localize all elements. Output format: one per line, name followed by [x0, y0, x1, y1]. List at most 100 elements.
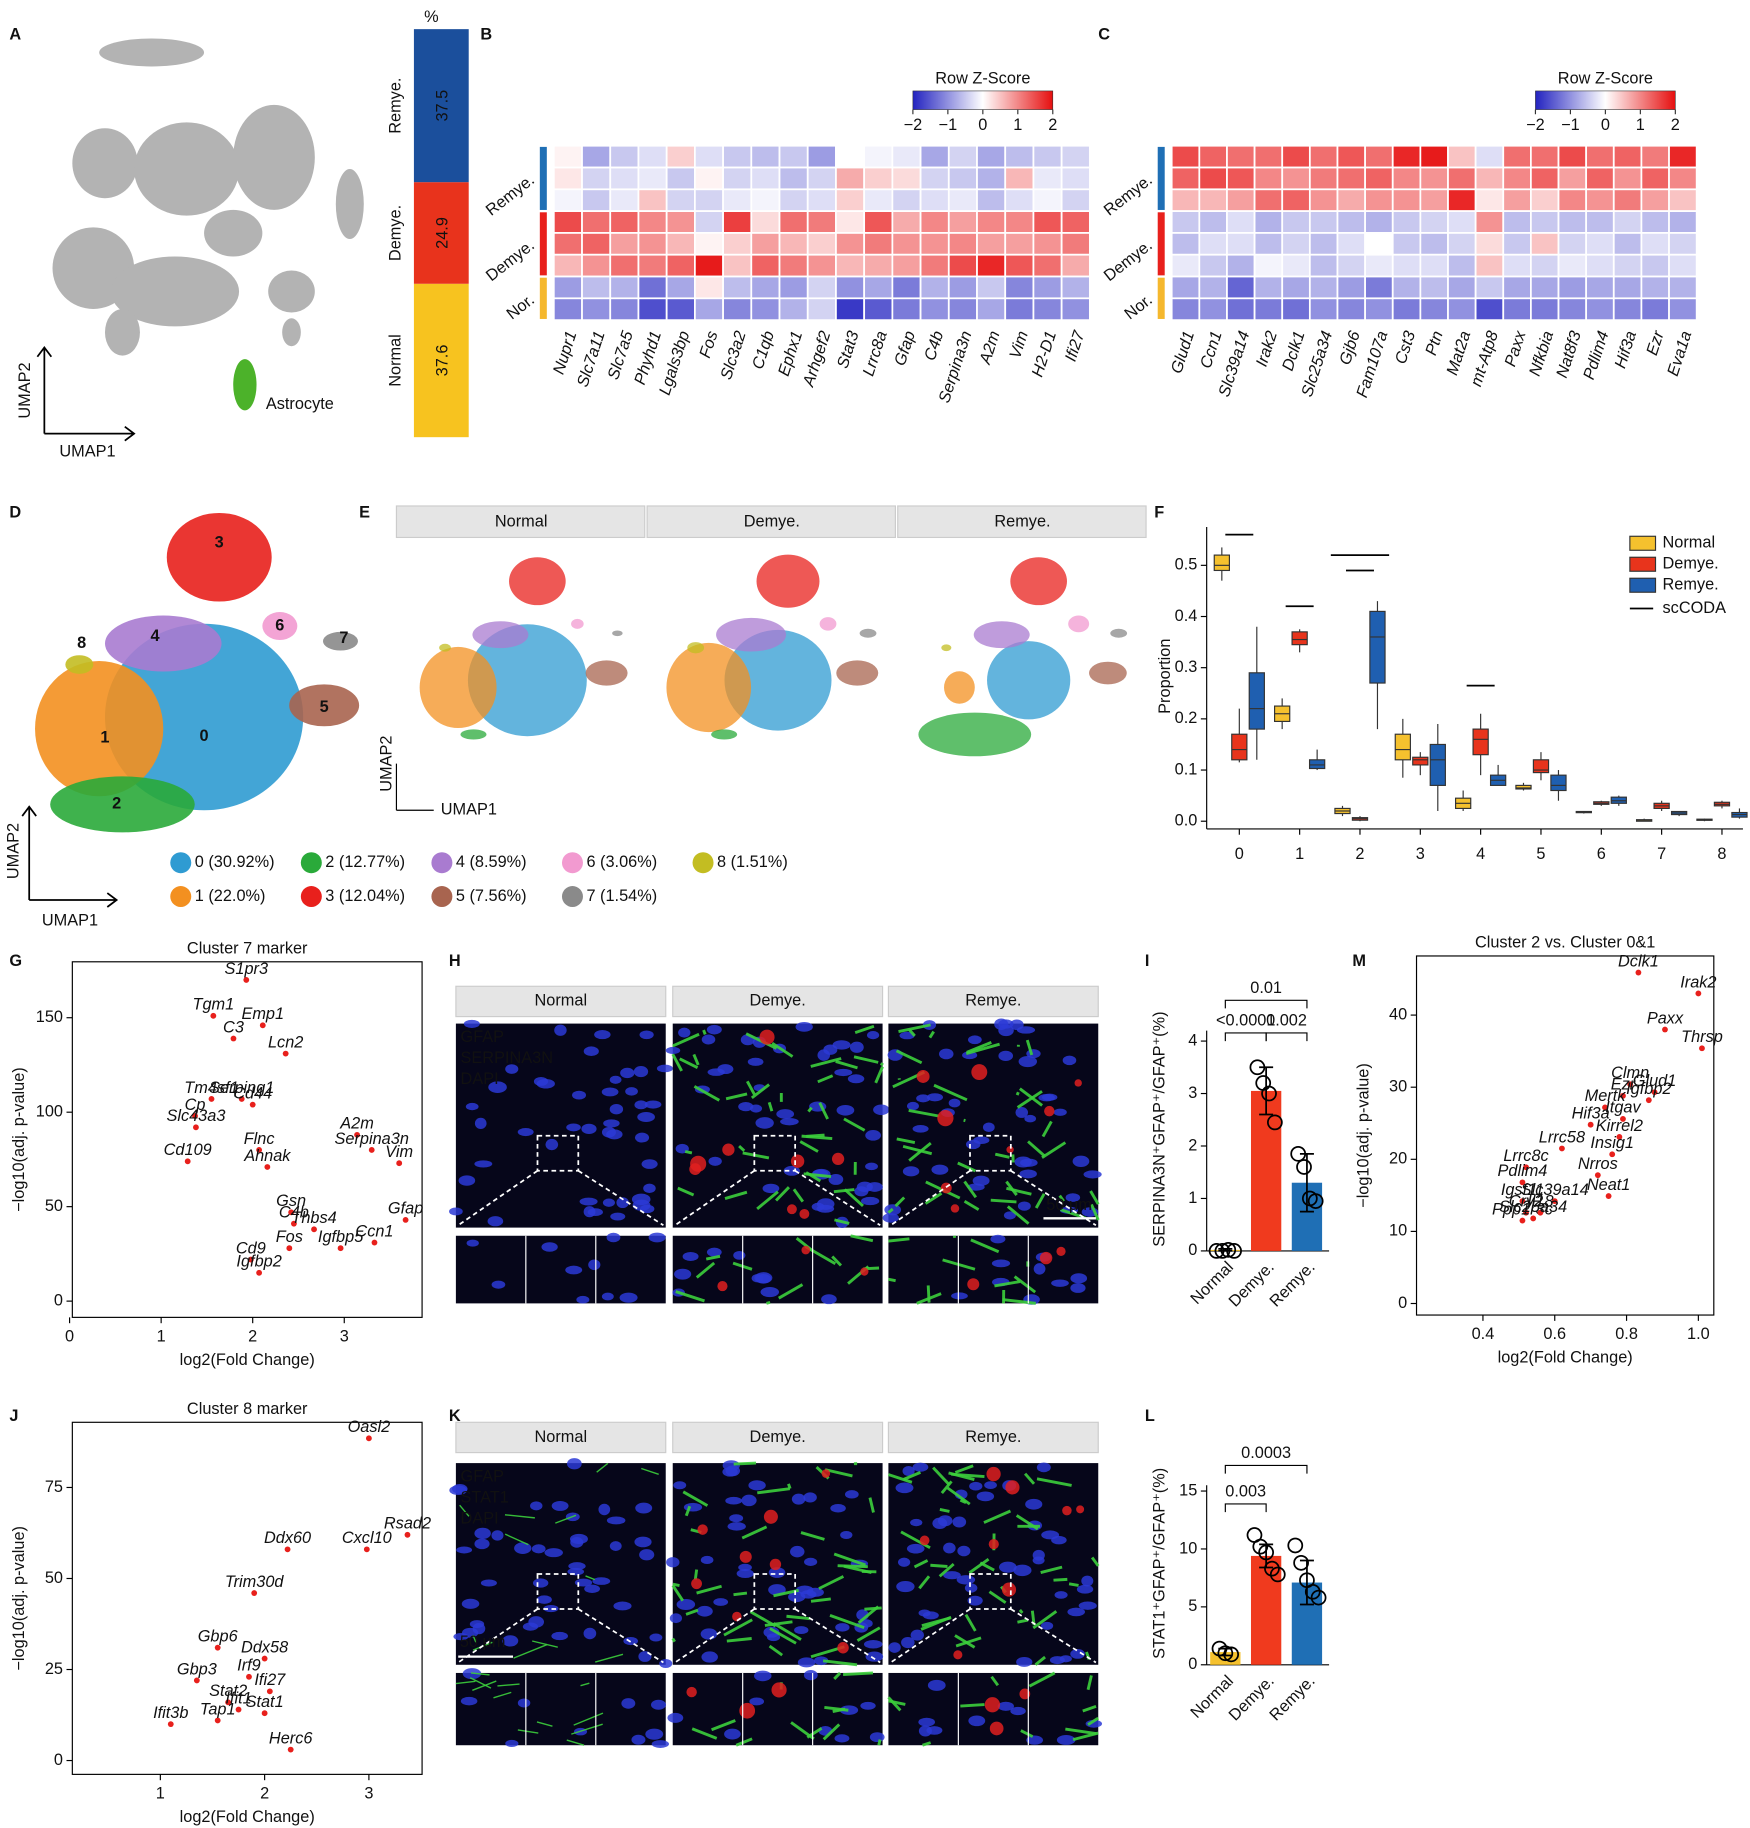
gfap-fiber: [756, 1190, 779, 1210]
y-tick-label: 30: [1389, 1078, 1407, 1096]
heat-cell: [835, 166, 866, 191]
point-label: Serping1: [209, 1079, 274, 1097]
heat-cell: [1336, 275, 1366, 300]
heat-cell: [1557, 166, 1588, 191]
axis-label: UMAP1: [441, 801, 497, 819]
point: [404, 1531, 411, 1538]
heat-cell: [637, 188, 668, 213]
zoom-box: [753, 1134, 797, 1172]
nucleus: [803, 1492, 817, 1503]
legend-swatch: [1629, 556, 1657, 572]
nucleus: [713, 1598, 729, 1606]
gfap-fiber: [595, 1653, 624, 1663]
facet-header: [455, 1421, 667, 1454]
point-label: Thbs4: [291, 1209, 336, 1227]
nucleus: [583, 1627, 597, 1640]
heat-cell: [581, 297, 612, 322]
point: [371, 1239, 378, 1246]
nucleus: [574, 1578, 593, 1587]
heat-cell: [1170, 253, 1201, 278]
nucleus: [1013, 1564, 1032, 1577]
gfap-fiber: [829, 1614, 865, 1629]
gfap-fiber: [775, 1186, 790, 1202]
highlight-label: Astrocyte: [266, 395, 334, 413]
heat-cell: [806, 144, 837, 169]
heat-cell: [694, 166, 724, 191]
axis-label: UMAP2: [4, 823, 22, 879]
heat-cell: [1336, 144, 1366, 169]
nucleus: [854, 1186, 869, 1197]
heat-cell: [1198, 166, 1228, 191]
point-label: Dclk1: [1618, 952, 1659, 970]
nucleus: [631, 1193, 651, 1206]
heat-cell: [1612, 188, 1643, 213]
nucleus: [701, 1651, 718, 1663]
nucleus: [598, 1503, 611, 1516]
nucleus: [676, 1599, 696, 1610]
gene-label: Ptn: [1422, 329, 1447, 358]
heat-cell: [863, 275, 894, 300]
gfap-fiber: [1017, 1618, 1029, 1624]
heat-cell: [1612, 275, 1643, 300]
serpina3n-signal: [690, 1155, 707, 1172]
heat-cell: [750, 275, 781, 300]
nucleus: [828, 1173, 844, 1185]
gfap-fiber: [1040, 1565, 1063, 1575]
nucleus: [943, 1542, 956, 1554]
heat-cell: [919, 232, 950, 256]
cluster-label: 8: [77, 634, 86, 652]
cluster-cells: [1068, 615, 1090, 633]
heat-cell: [1612, 166, 1643, 191]
heat-cell: [1060, 210, 1091, 234]
point: [249, 1101, 256, 1108]
heat-cell: [976, 188, 1007, 213]
legend-swatch: [431, 886, 453, 908]
heat-cell: [1308, 210, 1339, 234]
gfap-fiber: [965, 1042, 1001, 1056]
heat-cell: [722, 210, 753, 234]
umap-cells: [233, 104, 315, 210]
heat-cell: [1447, 166, 1477, 191]
zoom-box: [753, 1573, 797, 1610]
gfap-fiber: [807, 1106, 813, 1113]
heat-cell: [1060, 188, 1091, 213]
nucleus: [588, 1259, 601, 1271]
heat-cell: [1004, 275, 1035, 300]
facet-title: Normal: [535, 1428, 588, 1446]
nucleus: [1026, 1735, 1044, 1745]
heat-cell: [1198, 210, 1228, 234]
y-tick-label: 150: [36, 1008, 63, 1026]
heat-cell: [1557, 144, 1588, 169]
gfap-fiber: [684, 1505, 692, 1517]
heat-cell: [1032, 297, 1063, 322]
heat-cell: [1336, 188, 1366, 213]
facet-title: Remye.: [965, 1428, 1021, 1446]
heat-cell: [1198, 275, 1228, 300]
nucleus: [635, 1502, 653, 1514]
heat-cell: [1640, 232, 1670, 256]
box: [1308, 759, 1326, 770]
facet-title: Remye.: [965, 992, 1021, 1010]
nucleus: [1026, 1049, 1041, 1059]
gene-label: Nupr1: [550, 329, 581, 377]
serpina3n-signal: [759, 1029, 775, 1045]
gfap-fiber: [472, 1635, 477, 1643]
point-label: Pdlim4: [1498, 1162, 1548, 1180]
heat-cell: [637, 275, 668, 300]
heat-cell: [750, 188, 781, 213]
cluster-cells: [666, 642, 752, 733]
heat-cell: [1502, 232, 1532, 256]
heat-cell: [1447, 144, 1477, 169]
nucleus: [1015, 1107, 1029, 1118]
heat-cell: [1612, 297, 1643, 322]
nucleus: [1051, 1279, 1069, 1287]
nucleus: [461, 1598, 480, 1609]
nucleus: [460, 1696, 478, 1706]
gfap-fiber: [684, 1150, 693, 1155]
nucleus: [453, 1632, 469, 1641]
serpina3n-signal: [831, 1152, 845, 1166]
legend-label: 5 (7.56%): [456, 887, 527, 905]
nucleus: [648, 1232, 666, 1243]
heat-cell: [637, 297, 668, 322]
replicate-point: [1208, 1243, 1225, 1259]
